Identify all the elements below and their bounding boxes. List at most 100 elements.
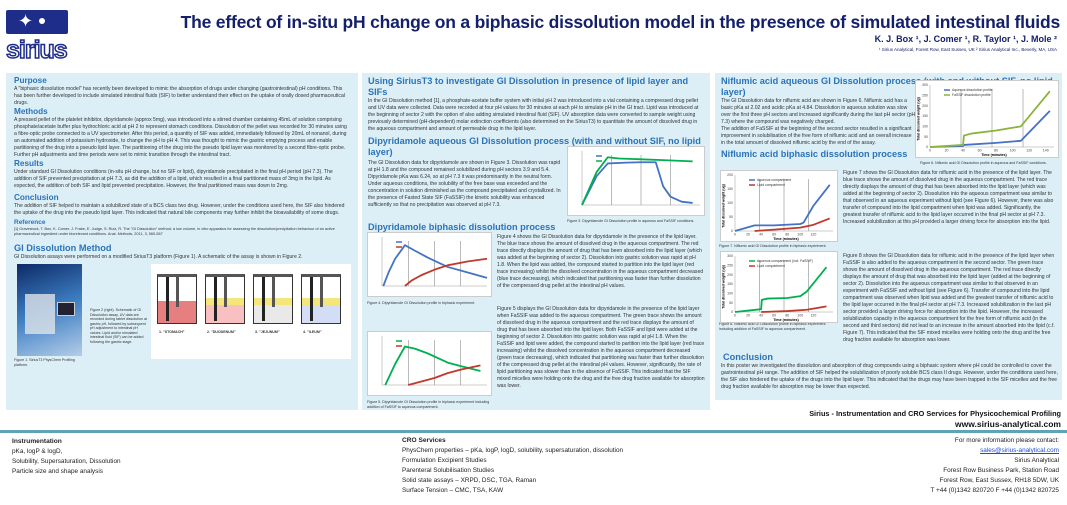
y-tick-label: 100 bbox=[922, 125, 928, 129]
legend-label: Lipid compartment bbox=[757, 264, 785, 268]
footer-divider bbox=[0, 430, 1067, 433]
y-tick-label: 200 bbox=[922, 104, 928, 108]
website-link[interactable]: www.sirius-analytical.com bbox=[955, 419, 1061, 429]
figure-3-chart bbox=[567, 146, 705, 216]
x-tick-label: 20 bbox=[746, 314, 750, 318]
gi-method-text: GI Dissolution assays were performed on … bbox=[14, 254, 303, 260]
legend-label: Lipid compartment bbox=[757, 183, 785, 187]
legend-label: Aqueous compartment (incl. FaSSIF) bbox=[757, 259, 813, 263]
using-heading: Using SiriusT3 to investigate GI Dissolu… bbox=[368, 76, 689, 97]
conclusion-heading-2: Conclusion bbox=[723, 352, 774, 362]
x-tick-label: 60 bbox=[978, 149, 982, 153]
figure-6-chart: 0 50 100 150 200 250 300 0 20 40 60 80 100 120 140 Time… bbox=[915, 80, 1059, 158]
figure-5-chart bbox=[367, 331, 492, 396]
niflumic-aqueous-text-1: The GI Dissolution data for niflumic aci… bbox=[721, 98, 916, 125]
figure-4-text: Figure 4 shows the GI Dissolution data f… bbox=[497, 234, 704, 289]
instrumentation-item: Particle size and shape analysis bbox=[12, 468, 103, 475]
figure-5-text: Figure 5 displays the GI Dissolution dat… bbox=[497, 306, 705, 389]
y-tick-label: 100 bbox=[727, 292, 733, 296]
conclusion-text: The addition of SIF helped to maintain a… bbox=[14, 203, 345, 216]
dipyridamole-aqueous-text: The GI Dissolution data for dipyridamole… bbox=[368, 160, 561, 208]
dipyridamole-biphasic-heading: Dipyridamole biphasic dissolution proces… bbox=[368, 222, 556, 232]
x-tick-label: 40 bbox=[759, 233, 763, 237]
conclusion-heading: Conclusion bbox=[14, 193, 59, 202]
x-tick-label: 80 bbox=[785, 314, 789, 318]
authors: K. J. Box ¹, J. Comer ¹, R. Taylor ¹, J.… bbox=[874, 34, 1057, 44]
y-tick-label: 50 bbox=[729, 215, 733, 219]
company-name: Sirius Analytical bbox=[1014, 457, 1059, 464]
cro-services-section: CRO Services PhysChem properties – pKa, … bbox=[402, 436, 623, 496]
sirius-logo: ✦ sirius bbox=[5, 10, 68, 65]
x-tick-label: 140 bbox=[1043, 149, 1049, 153]
x-tick-label: 100 bbox=[797, 233, 803, 237]
x-tick-label: 100 bbox=[1010, 149, 1016, 153]
assay-vessel bbox=[205, 274, 245, 324]
figure-8-text: Figure 8 shows the GI Dissolution data f… bbox=[843, 253, 1055, 343]
y-tick-label: 300 bbox=[922, 83, 928, 87]
figure-7-caption: Figure 7. Niflumic acid GI Dissolution p… bbox=[719, 244, 827, 248]
series-line bbox=[734, 184, 831, 232]
x-tick-label: 40 bbox=[759, 314, 763, 318]
x-tick-label: 60 bbox=[772, 233, 776, 237]
assay-schematic: 1. "STOMACH" 2. "DUODENUM" 3. "JEJUNUM" 4. … bbox=[151, 264, 351, 359]
figure-4-caption: Figure 4. Dipyridamole GI Dissolution pr… bbox=[367, 301, 476, 305]
gi-method-heading: GI Dissolution Method bbox=[14, 243, 112, 253]
x-tick-label: 0 bbox=[734, 314, 736, 318]
x-axis-label: Time (minutes) bbox=[981, 153, 1007, 157]
phone-fax: T +44 (0)1342 820720 F +44 (0)1342 82072… bbox=[930, 487, 1059, 494]
x-tick-label: 0 bbox=[734, 233, 736, 237]
x-tick-label: 40 bbox=[961, 149, 965, 153]
stage-label: 3. "JEJUNUM" bbox=[255, 330, 280, 334]
cro-item: PhysChem properties – pKa, logP, logD, s… bbox=[402, 447, 624, 454]
email-link[interactable]: sales@sirius-analytical.com bbox=[980, 447, 1059, 454]
y-tick-label: 200 bbox=[727, 173, 733, 177]
y-tick-label: 150 bbox=[727, 282, 733, 286]
y-tick-label: 0 bbox=[731, 229, 733, 233]
y-tick-label: 200 bbox=[727, 273, 733, 277]
cro-heading: CRO Services bbox=[402, 437, 446, 444]
x-tick-label: 80 bbox=[785, 233, 789, 237]
stage-label: 2. "DUODENUM" bbox=[207, 330, 236, 334]
results-text: Under standard GI Dissolution conditions… bbox=[14, 169, 333, 189]
legend-label: Aqueous dissolution profile bbox=[952, 88, 993, 92]
series-line bbox=[929, 90, 1051, 148]
y-axis-label: Total dissolved weight (ug) bbox=[722, 265, 726, 308]
y-tick-label: 250 bbox=[922, 94, 928, 98]
y-tick-label: 250 bbox=[727, 264, 733, 268]
y-tick-label: 0 bbox=[731, 310, 733, 314]
y-axis-label: Total dissolved weight (ug) bbox=[917, 97, 921, 140]
figure-8-chart: 0 50 100 150 200 250 300 0 20 40 60 80 100 120 Time (m… bbox=[720, 251, 838, 323]
niflumic-aqueous-heading: Niflumic acid aqueous GI Dissolution pro… bbox=[721, 76, 1053, 97]
series-line bbox=[382, 244, 488, 287]
niflumic-biphasic-heading: Niflumic acid biphasic dissolution proce… bbox=[721, 149, 908, 159]
methods-text: A pressed pellet of the platelet inhibit… bbox=[14, 117, 347, 158]
figure-5-caption: Figure 5. Dipyridamole GI Dissolution pr… bbox=[367, 400, 490, 409]
cro-item: Surface Tension – CMC, TSA, KAW bbox=[402, 487, 504, 494]
x-tick-label: 120 bbox=[1026, 149, 1032, 153]
contact-prompt: For more information please contact: bbox=[954, 437, 1059, 444]
assay-vessel bbox=[301, 274, 341, 324]
instrumentation-item: pKa, logP & logD, bbox=[12, 448, 63, 455]
cro-item: Parenteral Solubilisation Studies bbox=[402, 467, 495, 474]
series-line bbox=[734, 266, 828, 313]
affiliations: ¹ Sirius Analytical, Forest Row, East Su… bbox=[879, 47, 1057, 52]
tagline: Sirius - Instrumentation and CRO Service… bbox=[809, 409, 1061, 418]
x-tick-label: 0 bbox=[929, 149, 931, 153]
figure-4-chart bbox=[367, 232, 492, 297]
column-1-panel: Purpose A "biphasic dissolution model" h… bbox=[6, 73, 358, 410]
address-line: Forest Row, East Sussex, RH18 5DW, UK bbox=[939, 477, 1059, 484]
address-line: Forest Row Business Park, Station Road bbox=[943, 467, 1059, 474]
y-tick-label: 50 bbox=[729, 301, 733, 305]
series-line bbox=[384, 345, 481, 386]
series-line bbox=[754, 217, 831, 232]
poster-title: The effect of in-situ pH change on a bip… bbox=[180, 12, 1061, 32]
stage-label: 4. "ILEUM" bbox=[303, 330, 322, 334]
series-line bbox=[581, 161, 693, 206]
instrumentation-section: Instrumentation pKa, logP & logD, Solubi… bbox=[12, 437, 121, 477]
y-tick-label: 150 bbox=[922, 114, 928, 118]
reference-heading: Reference bbox=[14, 219, 46, 226]
contact-section: For more information please contact: sal… bbox=[930, 436, 1059, 496]
results-heading: Results bbox=[14, 159, 44, 168]
y-tick-label: 50 bbox=[924, 135, 928, 139]
figure-8-caption: Figure 8. Niflumic acid GI Dissolution p… bbox=[719, 322, 826, 331]
